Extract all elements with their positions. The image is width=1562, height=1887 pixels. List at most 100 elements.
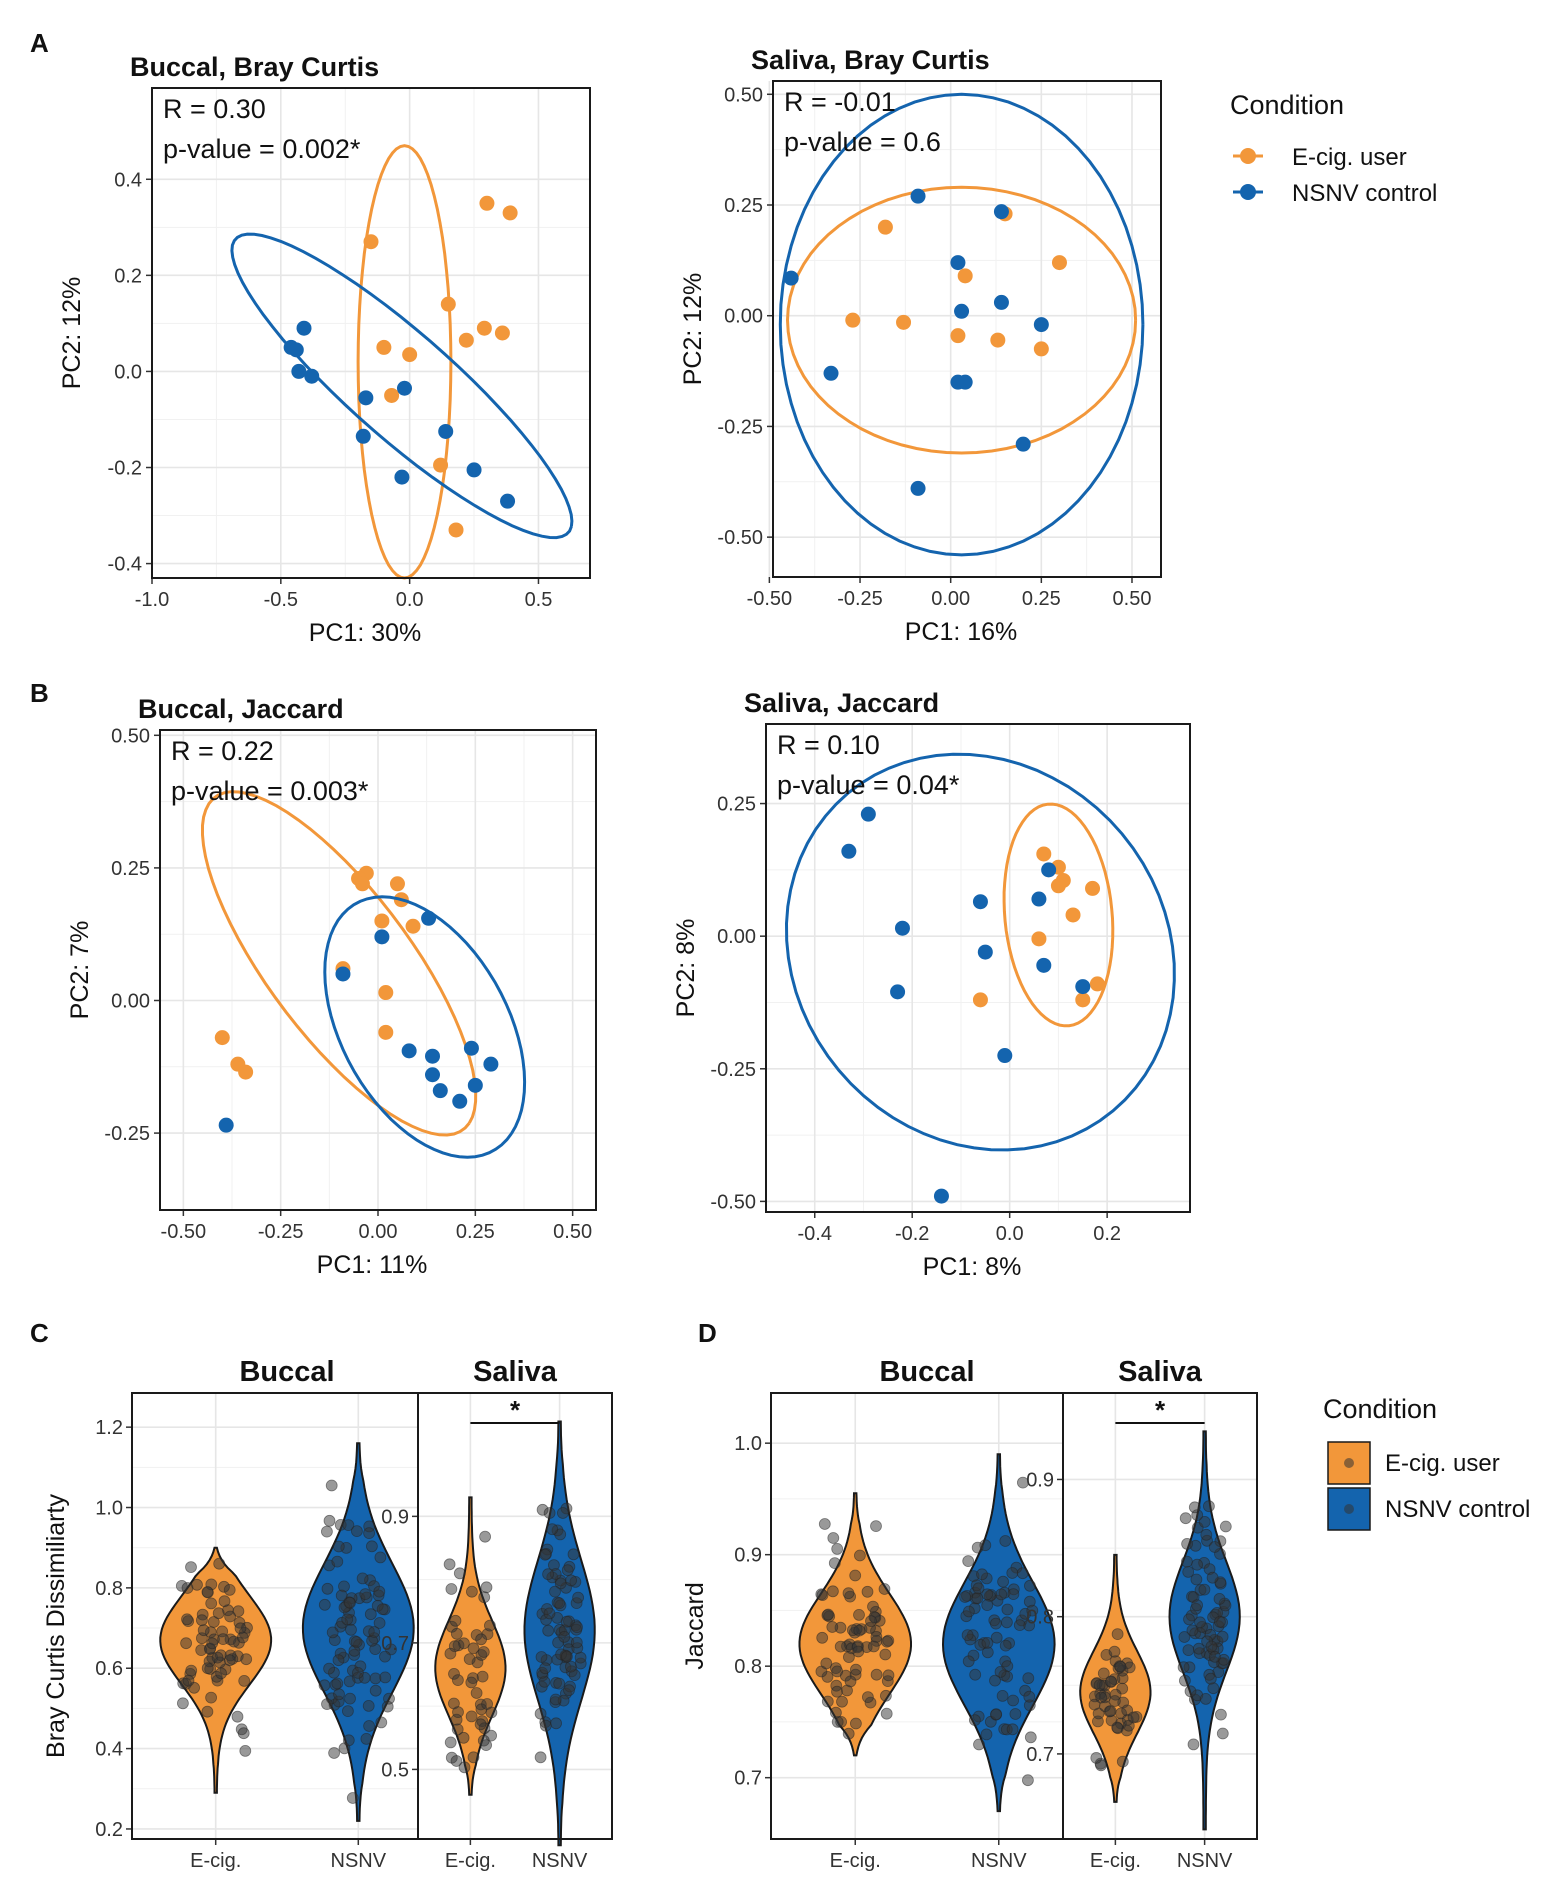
jitter-point — [1127, 1711, 1140, 1724]
jitter-point — [963, 1605, 975, 1618]
point-nsnv-control — [296, 320, 312, 336]
jitter-point — [381, 1700, 394, 1713]
point-e-cig-user — [1036, 846, 1052, 862]
jitter-point — [843, 1651, 855, 1663]
jitter-point — [1088, 1698, 1101, 1711]
point-nsnv-control — [467, 1077, 483, 1093]
point-nsnv-control — [950, 255, 966, 271]
jitter-point — [535, 1651, 548, 1663]
jitter-point — [880, 1707, 893, 1720]
jitter-point — [1090, 1752, 1103, 1764]
y-tick-label: 0.00 — [724, 306, 763, 328]
x-tick-label: -0.4 — [798, 1223, 832, 1245]
x-tick-label: -0.25 — [258, 1221, 304, 1243]
jitter-point — [444, 1647, 457, 1660]
point-e-cig-user — [957, 268, 973, 284]
point-nsnv-control — [1036, 957, 1052, 973]
point-nsnv-control — [463, 1040, 479, 1056]
point-nsnv-control — [841, 843, 857, 859]
jitter-point — [444, 1736, 457, 1749]
jitter-point — [360, 1733, 373, 1745]
plot-saliva-jaccard: -0.4 -0.2 0.0 0.2 -0.50 -0.25 0.00 0.25 Saliva, … — [672, 688, 1191, 1281]
y-tick-label: 0.5 — [381, 1759, 409, 1781]
jitter-point — [1114, 1660, 1127, 1673]
jitter-point — [1191, 1558, 1203, 1571]
jitter-point — [821, 1695, 834, 1708]
jitter-point — [818, 1518, 831, 1530]
jitter-point — [550, 1717, 562, 1730]
jitter-point — [999, 1639, 1012, 1652]
jitter-point — [197, 1624, 210, 1637]
point-e-cig-user — [378, 985, 394, 1001]
point-nsnv-control — [823, 365, 839, 381]
jitter-point — [195, 1614, 208, 1627]
panel-label-b: B — [30, 678, 49, 708]
jitter-point — [962, 1555, 975, 1567]
jitter-point — [451, 1723, 464, 1736]
y-tick-label: 0.9 — [734, 1545, 762, 1567]
ellipse-nsnv-control — [230, 232, 574, 540]
jitter-point — [450, 1755, 463, 1767]
y-tick-label: -0.50 — [710, 1191, 756, 1213]
point-e-cig-user — [238, 1064, 254, 1080]
jitter-point — [565, 1574, 577, 1587]
jitter-point — [543, 1507, 556, 1519]
y-tick-label: 0.8 — [734, 1656, 762, 1678]
jitter-point — [452, 1706, 464, 1718]
point-nsnv-control — [933, 1188, 949, 1204]
jitter-point — [553, 1677, 566, 1690]
point-e-cig-user — [378, 1024, 394, 1040]
jitter-point — [865, 1615, 877, 1627]
jitter-point — [379, 1650, 391, 1663]
jitter-point — [1209, 1650, 1221, 1663]
jitter-point — [350, 1636, 363, 1648]
jitter-point — [836, 1695, 848, 1708]
point-nsnv-control — [1075, 979, 1091, 995]
jitter-point — [999, 1535, 1012, 1547]
jitter-point — [373, 1617, 386, 1629]
point-nsnv-control — [425, 1067, 440, 1083]
point-nsnv-control — [997, 1048, 1013, 1064]
point-e-cig-user — [433, 457, 449, 473]
jitter-point — [335, 1589, 348, 1602]
jitter-point — [549, 1693, 562, 1706]
legend-bottom-ecig-dot — [1344, 1458, 1354, 1468]
jitter-point — [346, 1792, 359, 1804]
jitter-point — [477, 1734, 490, 1747]
x-tick-label: -0.25 — [837, 588, 883, 610]
point-nsnv-control — [438, 423, 454, 439]
jitter-point — [831, 1685, 843, 1698]
point-nsnv-control — [860, 806, 876, 822]
jitter-point — [320, 1525, 333, 1538]
x-axis-label: PC1: 11% — [317, 1251, 428, 1279]
jitter-point — [546, 1523, 559, 1536]
jitter-point — [232, 1605, 245, 1618]
plot-frame — [1062, 1392, 1258, 1840]
y-axis-label: Jaccard — [681, 1582, 709, 1670]
jitter-point — [563, 1684, 575, 1697]
jitter-point — [1017, 1476, 1029, 1489]
x-tick-label: E-cig. — [445, 1850, 496, 1872]
point-nsnv-control — [291, 363, 307, 379]
jitter-point — [201, 1662, 214, 1675]
ellipse-e-cig-user — [1002, 802, 1115, 1028]
y-axis-label: PC2: 7% — [66, 921, 94, 1020]
point-nsnv-control — [483, 1056, 499, 1072]
x-axis-label: PC1: 30% — [309, 619, 422, 647]
jitter-point — [376, 1603, 389, 1616]
jitter-point — [1206, 1571, 1219, 1584]
legend-top-ecig-dot — [1240, 148, 1256, 164]
jitter-point — [453, 1567, 466, 1580]
jitter-point — [341, 1613, 354, 1626]
jitter-point — [979, 1539, 992, 1552]
jitter-point — [1022, 1672, 1035, 1685]
point-e-cig-user — [1051, 255, 1067, 271]
jitter-point — [997, 1575, 1009, 1588]
plot-buccal-jaccard: -0.50 -0.25 0.00 0.25 0.50-0.250.000.250.50B… — [66, 694, 597, 1279]
point-e-cig-user — [384, 387, 400, 403]
point-nsnv-control — [910, 188, 926, 204]
x-tick-label: 0.50 — [553, 1221, 592, 1243]
y-tick-label: 0.0 — [114, 361, 142, 383]
jitter-point — [1191, 1599, 1203, 1612]
jitter-point — [321, 1698, 333, 1710]
